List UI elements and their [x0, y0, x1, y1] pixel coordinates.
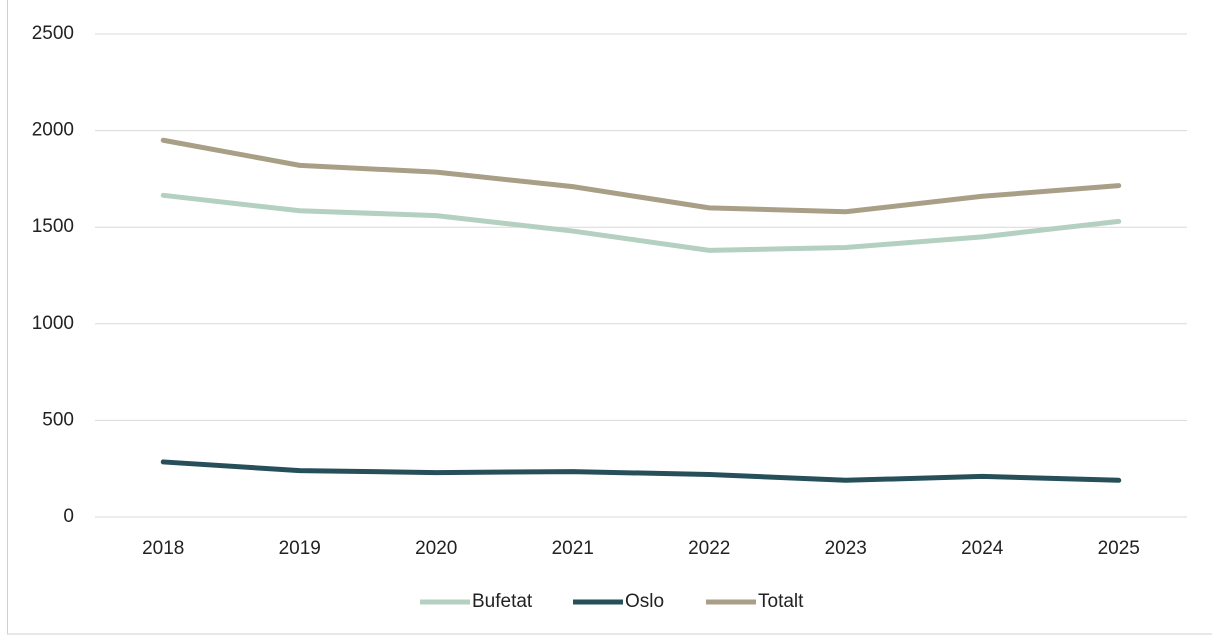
x-tick-label: 2021: [552, 538, 594, 559]
legend-label: Totalt: [758, 591, 804, 612]
legend-label: Oslo: [625, 591, 664, 612]
y-tick-label: 1000: [32, 313, 74, 334]
y-tick-label: 500: [42, 409, 74, 430]
series-line: [160, 459, 1122, 483]
x-tick-label: 2024: [961, 538, 1004, 559]
legend-label: Bufetat: [472, 591, 533, 612]
y-tick-label: 2000: [32, 120, 74, 141]
y-tick-label: 2500: [32, 23, 74, 44]
x-tick-label: 2020: [415, 538, 457, 559]
x-tick-label: 2022: [688, 538, 730, 559]
x-tick-label: 2025: [1098, 538, 1140, 559]
series-line: [160, 137, 1122, 215]
x-tick-label: 2019: [279, 538, 321, 559]
chart-frame: [7, 0, 1212, 635]
x-tick-label: 2018: [142, 538, 184, 559]
y-tick-label: 0: [63, 506, 74, 527]
x-tick-label: 2023: [825, 538, 867, 559]
y-tick-label: 1500: [32, 216, 74, 237]
series-line: [160, 192, 1122, 253]
